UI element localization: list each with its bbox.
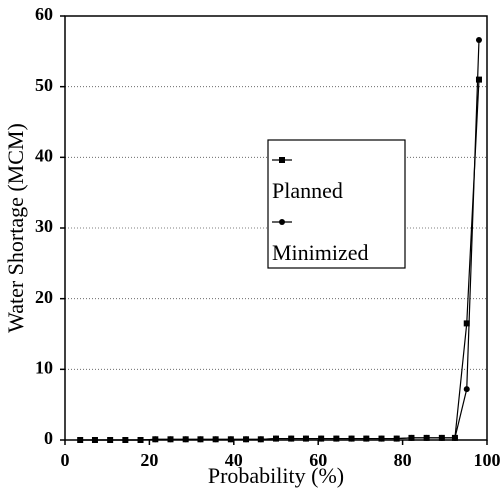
y-tick-label: 50 bbox=[35, 75, 53, 95]
y-tick-label: 0 bbox=[44, 428, 53, 448]
x-tick-label: 100 bbox=[474, 450, 500, 470]
legend-box bbox=[267, 139, 406, 269]
marker bbox=[408, 434, 415, 441]
marker bbox=[122, 437, 129, 443]
y-axis-label: Water Shortage (MCM) bbox=[3, 123, 28, 333]
marker bbox=[451, 434, 458, 441]
marker bbox=[77, 437, 84, 443]
y-tick-label: 60 bbox=[35, 4, 53, 24]
marker bbox=[152, 436, 159, 443]
marker bbox=[348, 435, 355, 442]
marker bbox=[137, 437, 144, 443]
x-tick-label: 0 bbox=[61, 450, 70, 470]
marker bbox=[463, 320, 470, 327]
y-tick-label: 10 bbox=[35, 357, 53, 377]
legend-label: Planned bbox=[272, 178, 343, 203]
marker bbox=[363, 435, 370, 442]
y-tick-label: 40 bbox=[35, 145, 53, 165]
marker bbox=[288, 435, 295, 442]
y-tick-label: 30 bbox=[35, 216, 53, 236]
marker bbox=[333, 435, 340, 442]
marker bbox=[257, 436, 264, 443]
x-tick-label: 20 bbox=[140, 450, 158, 470]
marker bbox=[273, 435, 279, 442]
legend-label: Minimized bbox=[272, 240, 369, 265]
marker bbox=[243, 436, 250, 443]
marker bbox=[475, 76, 482, 83]
marker bbox=[107, 437, 114, 443]
marker bbox=[212, 436, 219, 443]
marker bbox=[423, 434, 430, 441]
marker bbox=[393, 435, 400, 442]
marker bbox=[279, 157, 285, 163]
marker bbox=[167, 436, 174, 443]
marker bbox=[182, 436, 189, 443]
marker bbox=[378, 435, 385, 442]
series-line bbox=[80, 40, 480, 441]
marker bbox=[279, 219, 285, 225]
marker bbox=[438, 434, 445, 441]
x-tick-label: 80 bbox=[394, 450, 412, 470]
x-tick-label: 40 bbox=[225, 450, 243, 470]
y-tick-label: 20 bbox=[35, 287, 53, 307]
x-tick-label: 60 bbox=[309, 450, 327, 470]
marker bbox=[91, 437, 98, 443]
marker bbox=[475, 37, 482, 44]
marker bbox=[302, 435, 309, 442]
x-axis-label: Probability (%) bbox=[208, 463, 344, 488]
marker bbox=[197, 436, 204, 443]
marker bbox=[463, 386, 470, 393]
marker bbox=[318, 435, 325, 442]
marker bbox=[227, 436, 234, 443]
